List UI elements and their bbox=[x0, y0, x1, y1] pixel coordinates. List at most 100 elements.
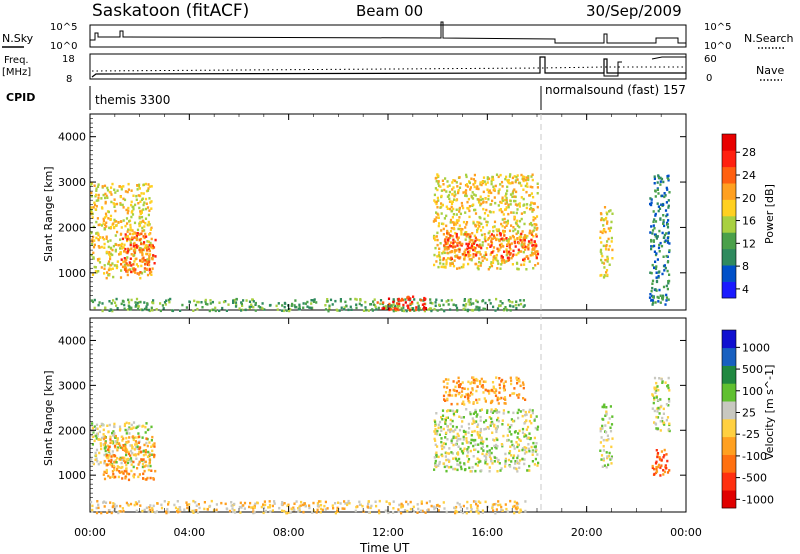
echo-cell bbox=[148, 255, 151, 258]
echo-cell bbox=[121, 458, 124, 461]
echo-cell bbox=[151, 453, 154, 456]
echo-cell bbox=[397, 308, 400, 312]
echo-cell bbox=[127, 228, 130, 231]
echo-cell bbox=[500, 180, 504, 184]
echo-cell bbox=[404, 301, 407, 304]
echo-cell bbox=[378, 499, 381, 503]
echo-cell bbox=[461, 228, 464, 231]
echo-cell bbox=[661, 272, 664, 276]
echo-cell bbox=[231, 507, 234, 510]
echo-cell bbox=[493, 187, 496, 191]
echo-cell bbox=[498, 391, 501, 394]
echo-cell bbox=[114, 434, 117, 438]
echo-cell bbox=[143, 201, 146, 204]
echo-cell bbox=[437, 455, 440, 459]
echo-cell bbox=[108, 251, 111, 254]
echo-cell bbox=[375, 308, 378, 311]
echo-cell bbox=[610, 457, 613, 460]
echo-cell bbox=[340, 306, 343, 309]
echo-cell bbox=[653, 233, 657, 236]
echo-cell bbox=[659, 398, 662, 401]
echo-cell bbox=[410, 307, 413, 310]
echo-cell bbox=[535, 256, 538, 259]
echo-cell bbox=[666, 226, 670, 229]
echo-cell bbox=[417, 308, 421, 312]
echo-cell bbox=[518, 235, 521, 239]
echo-cell bbox=[486, 181, 489, 184]
echo-cell bbox=[147, 261, 150, 264]
echo-cell bbox=[349, 297, 352, 301]
echo-cell bbox=[463, 447, 466, 450]
echo-cell bbox=[611, 415, 614, 418]
echo-cell bbox=[289, 308, 292, 311]
echo-cell bbox=[126, 222, 129, 225]
echo-cell bbox=[459, 243, 462, 247]
echo-cell bbox=[480, 408, 483, 411]
echo-cell bbox=[460, 201, 463, 205]
echo-cell bbox=[90, 458, 93, 461]
echo-cell bbox=[122, 447, 125, 450]
echo-cell bbox=[444, 266, 447, 269]
echo-cell bbox=[522, 250, 525, 254]
echo-cell bbox=[123, 424, 126, 428]
echo-cell bbox=[148, 453, 151, 457]
echo-cell bbox=[446, 257, 450, 260]
echo-cell bbox=[250, 506, 253, 509]
echo-cell bbox=[135, 238, 138, 242]
echo-cell bbox=[522, 397, 525, 400]
echo-cell bbox=[522, 179, 525, 183]
echo-cell bbox=[436, 206, 439, 209]
echo-cell bbox=[239, 501, 242, 505]
echo-cell bbox=[527, 246, 530, 249]
echo-cell bbox=[96, 217, 99, 220]
echo-cell bbox=[460, 467, 463, 471]
echo-cell bbox=[145, 202, 148, 205]
echo-cell bbox=[479, 203, 482, 207]
echo-cell bbox=[465, 233, 468, 236]
echo-cell bbox=[505, 253, 508, 257]
echo-cell bbox=[607, 455, 610, 458]
echo-cell bbox=[472, 455, 475, 458]
echo-cell bbox=[480, 438, 483, 442]
echo-cell bbox=[244, 308, 247, 312]
echo-cell bbox=[440, 429, 443, 432]
echo-cell bbox=[113, 225, 116, 229]
echo-cell bbox=[400, 506, 403, 509]
echo-cell bbox=[490, 263, 493, 266]
echo-cell bbox=[504, 177, 507, 181]
echo-cell bbox=[513, 199, 516, 203]
echo-cell bbox=[665, 299, 668, 302]
echo-cell bbox=[463, 462, 466, 465]
echo-cell bbox=[293, 508, 296, 512]
echo-cell bbox=[505, 248, 508, 251]
echo-cell bbox=[662, 180, 665, 184]
echo-cell bbox=[518, 466, 521, 470]
echo-cell bbox=[486, 426, 489, 429]
colorbar-tick-label: 24 bbox=[742, 169, 756, 182]
echo-cell bbox=[535, 223, 538, 227]
echo-cell bbox=[668, 191, 671, 194]
echo-cell bbox=[513, 188, 516, 191]
echo-cell bbox=[121, 477, 124, 480]
echo-cell bbox=[474, 410, 477, 414]
echo-cell bbox=[495, 437, 498, 440]
echo-cell bbox=[146, 263, 149, 266]
echo-cell bbox=[113, 432, 116, 435]
echo-cell bbox=[442, 227, 445, 231]
echo-cell bbox=[97, 270, 100, 273]
echo-cell bbox=[446, 438, 449, 441]
echo-cell bbox=[128, 237, 131, 241]
echo-cell bbox=[128, 307, 131, 310]
echo-cell bbox=[494, 394, 498, 397]
echo-cell bbox=[174, 506, 178, 510]
echo-cell bbox=[407, 306, 410, 309]
echo-cell bbox=[495, 376, 498, 379]
echo-cell bbox=[498, 208, 501, 212]
echo-cell bbox=[135, 246, 138, 249]
echo-cell bbox=[468, 180, 471, 183]
echo-cell bbox=[455, 208, 458, 211]
echo-cell bbox=[458, 250, 461, 253]
echo-cell bbox=[501, 218, 504, 221]
